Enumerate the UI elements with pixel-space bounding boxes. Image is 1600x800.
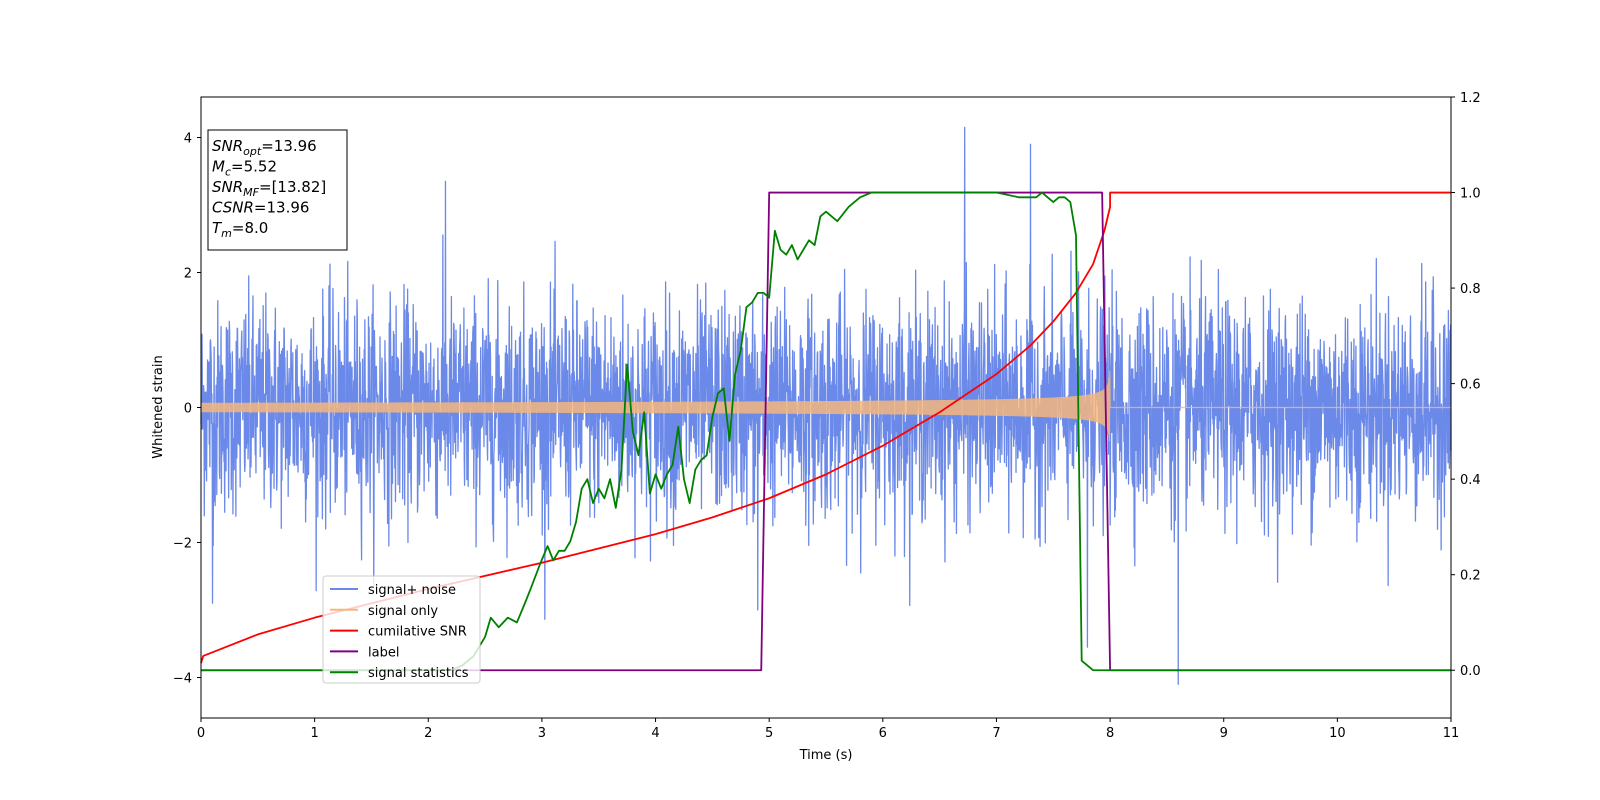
info-line: SNRopt=13.96 xyxy=(212,137,317,158)
x-tick-label: 3 xyxy=(538,726,546,741)
info-line: SNRMF=[13.82] xyxy=(212,178,326,199)
x-tick-label: 5 xyxy=(765,726,773,741)
x-tick-label: 7 xyxy=(992,726,1000,741)
x-tick-label: 1 xyxy=(310,726,318,741)
series-signal-noise-line xyxy=(200,126,1452,685)
legend-label: signal+ noise xyxy=(368,583,456,598)
x-axis-ticks: 0 1 2 3 4 5 6 7 8 9 10 11 xyxy=(197,718,1459,741)
series-signal-only-line xyxy=(200,370,1451,442)
y-right-axis-ticks: 0.0 0.2 0.4 0.6 0.8 1.0 1.2 xyxy=(1451,91,1481,679)
y-right-tick-label: 0.8 xyxy=(1460,282,1481,297)
y-left-tick-label: −2 xyxy=(173,537,192,552)
x-tick-label: 8 xyxy=(1106,726,1114,741)
y-left-axis-ticks: −4 −2 0 2 4 xyxy=(173,132,201,687)
info-line: CSNR=13.96 xyxy=(212,199,309,217)
legend-label: signal only xyxy=(368,604,438,619)
y-left-tick-label: 0 xyxy=(184,402,192,417)
x-tick-label: 6 xyxy=(879,726,887,741)
x-tick-label: 0 xyxy=(197,726,205,741)
info-line: Tm=8.0 xyxy=(212,219,268,240)
series-signal-statistics-line xyxy=(201,191,1451,672)
y-right-tick-label: 1.0 xyxy=(1460,187,1481,202)
legend: signal+ noise signal only cumilative SNR la… xyxy=(322,575,481,684)
x-tick-label: 11 xyxy=(1443,726,1460,741)
x-tick-label: 4 xyxy=(651,726,659,741)
x-tick-label: 9 xyxy=(1220,726,1228,741)
x-tick-label: 2 xyxy=(424,726,432,741)
y-right-tick-label: 0.2 xyxy=(1460,569,1481,584)
info-box-frame xyxy=(207,129,348,251)
legend-frame xyxy=(322,575,481,684)
x-axis-label: Time (s) xyxy=(799,748,853,763)
legend-label: label xyxy=(368,645,399,660)
y-right-tick-label: 0.4 xyxy=(1460,473,1481,488)
y-axis-label: Whitened strain xyxy=(151,355,166,458)
y-right-tick-label: 0.6 xyxy=(1460,378,1481,393)
legend-label: signal statistics xyxy=(368,666,469,681)
y-right-tick-label: 1.2 xyxy=(1460,91,1481,106)
y-left-tick-label: 2 xyxy=(184,267,192,282)
legend-label: cumilative SNR xyxy=(368,625,467,640)
y-right-tick-label: 0.0 xyxy=(1460,664,1481,679)
y-left-tick-label: −4 xyxy=(173,672,192,687)
snr-info-box: SNRopt=13.96Mc=5.52SNRMF=[13.82]CSNR=13.… xyxy=(207,129,348,251)
x-tick-label: 10 xyxy=(1329,726,1346,741)
info-line: Mc=5.52 xyxy=(212,158,277,179)
y-left-tick-label: 4 xyxy=(184,132,192,147)
